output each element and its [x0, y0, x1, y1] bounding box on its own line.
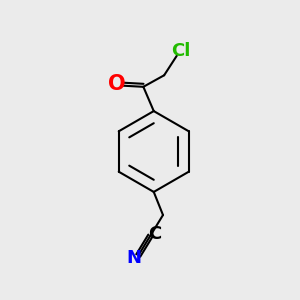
- Text: C: C: [148, 224, 161, 242]
- Text: O: O: [108, 74, 126, 94]
- Text: Cl: Cl: [171, 43, 191, 61]
- Text: N: N: [126, 249, 141, 267]
